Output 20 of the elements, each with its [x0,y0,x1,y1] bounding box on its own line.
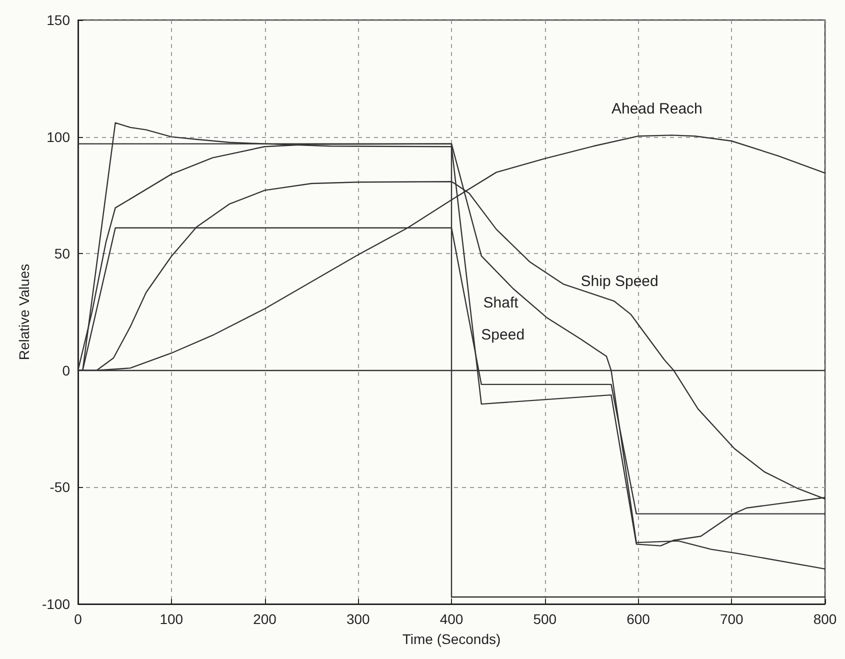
y-tick-label: -100 [42,596,70,612]
x-tick-label: 600 [626,611,650,627]
x-axis-title: Time (Seconds) [402,631,501,647]
x-tick-label: 500 [533,611,557,627]
x-tick-label: 0 [74,611,82,627]
y-tick-label: 150 [46,12,70,28]
x-tick-label: 800 [813,611,837,627]
y-tick-label: 100 [46,128,70,145]
x-tick-label: 300 [346,611,370,627]
y-tick-label: 0 [62,362,70,378]
series-label: Shaft Speed [481,294,525,344]
series-label: Ahead Reach [611,100,702,118]
x-tick-label: 700 [720,611,744,627]
series-label: Ship Speed [580,273,658,290]
x-tick-label: 100 [160,611,184,627]
y-axis-title: Relative Values [16,264,32,360]
x-tick-label: 400 [440,611,464,627]
y-tick-label: -50 [50,479,70,496]
x-tick-label: 200 [253,611,277,627]
y-tick-label: 50 [54,246,70,262]
